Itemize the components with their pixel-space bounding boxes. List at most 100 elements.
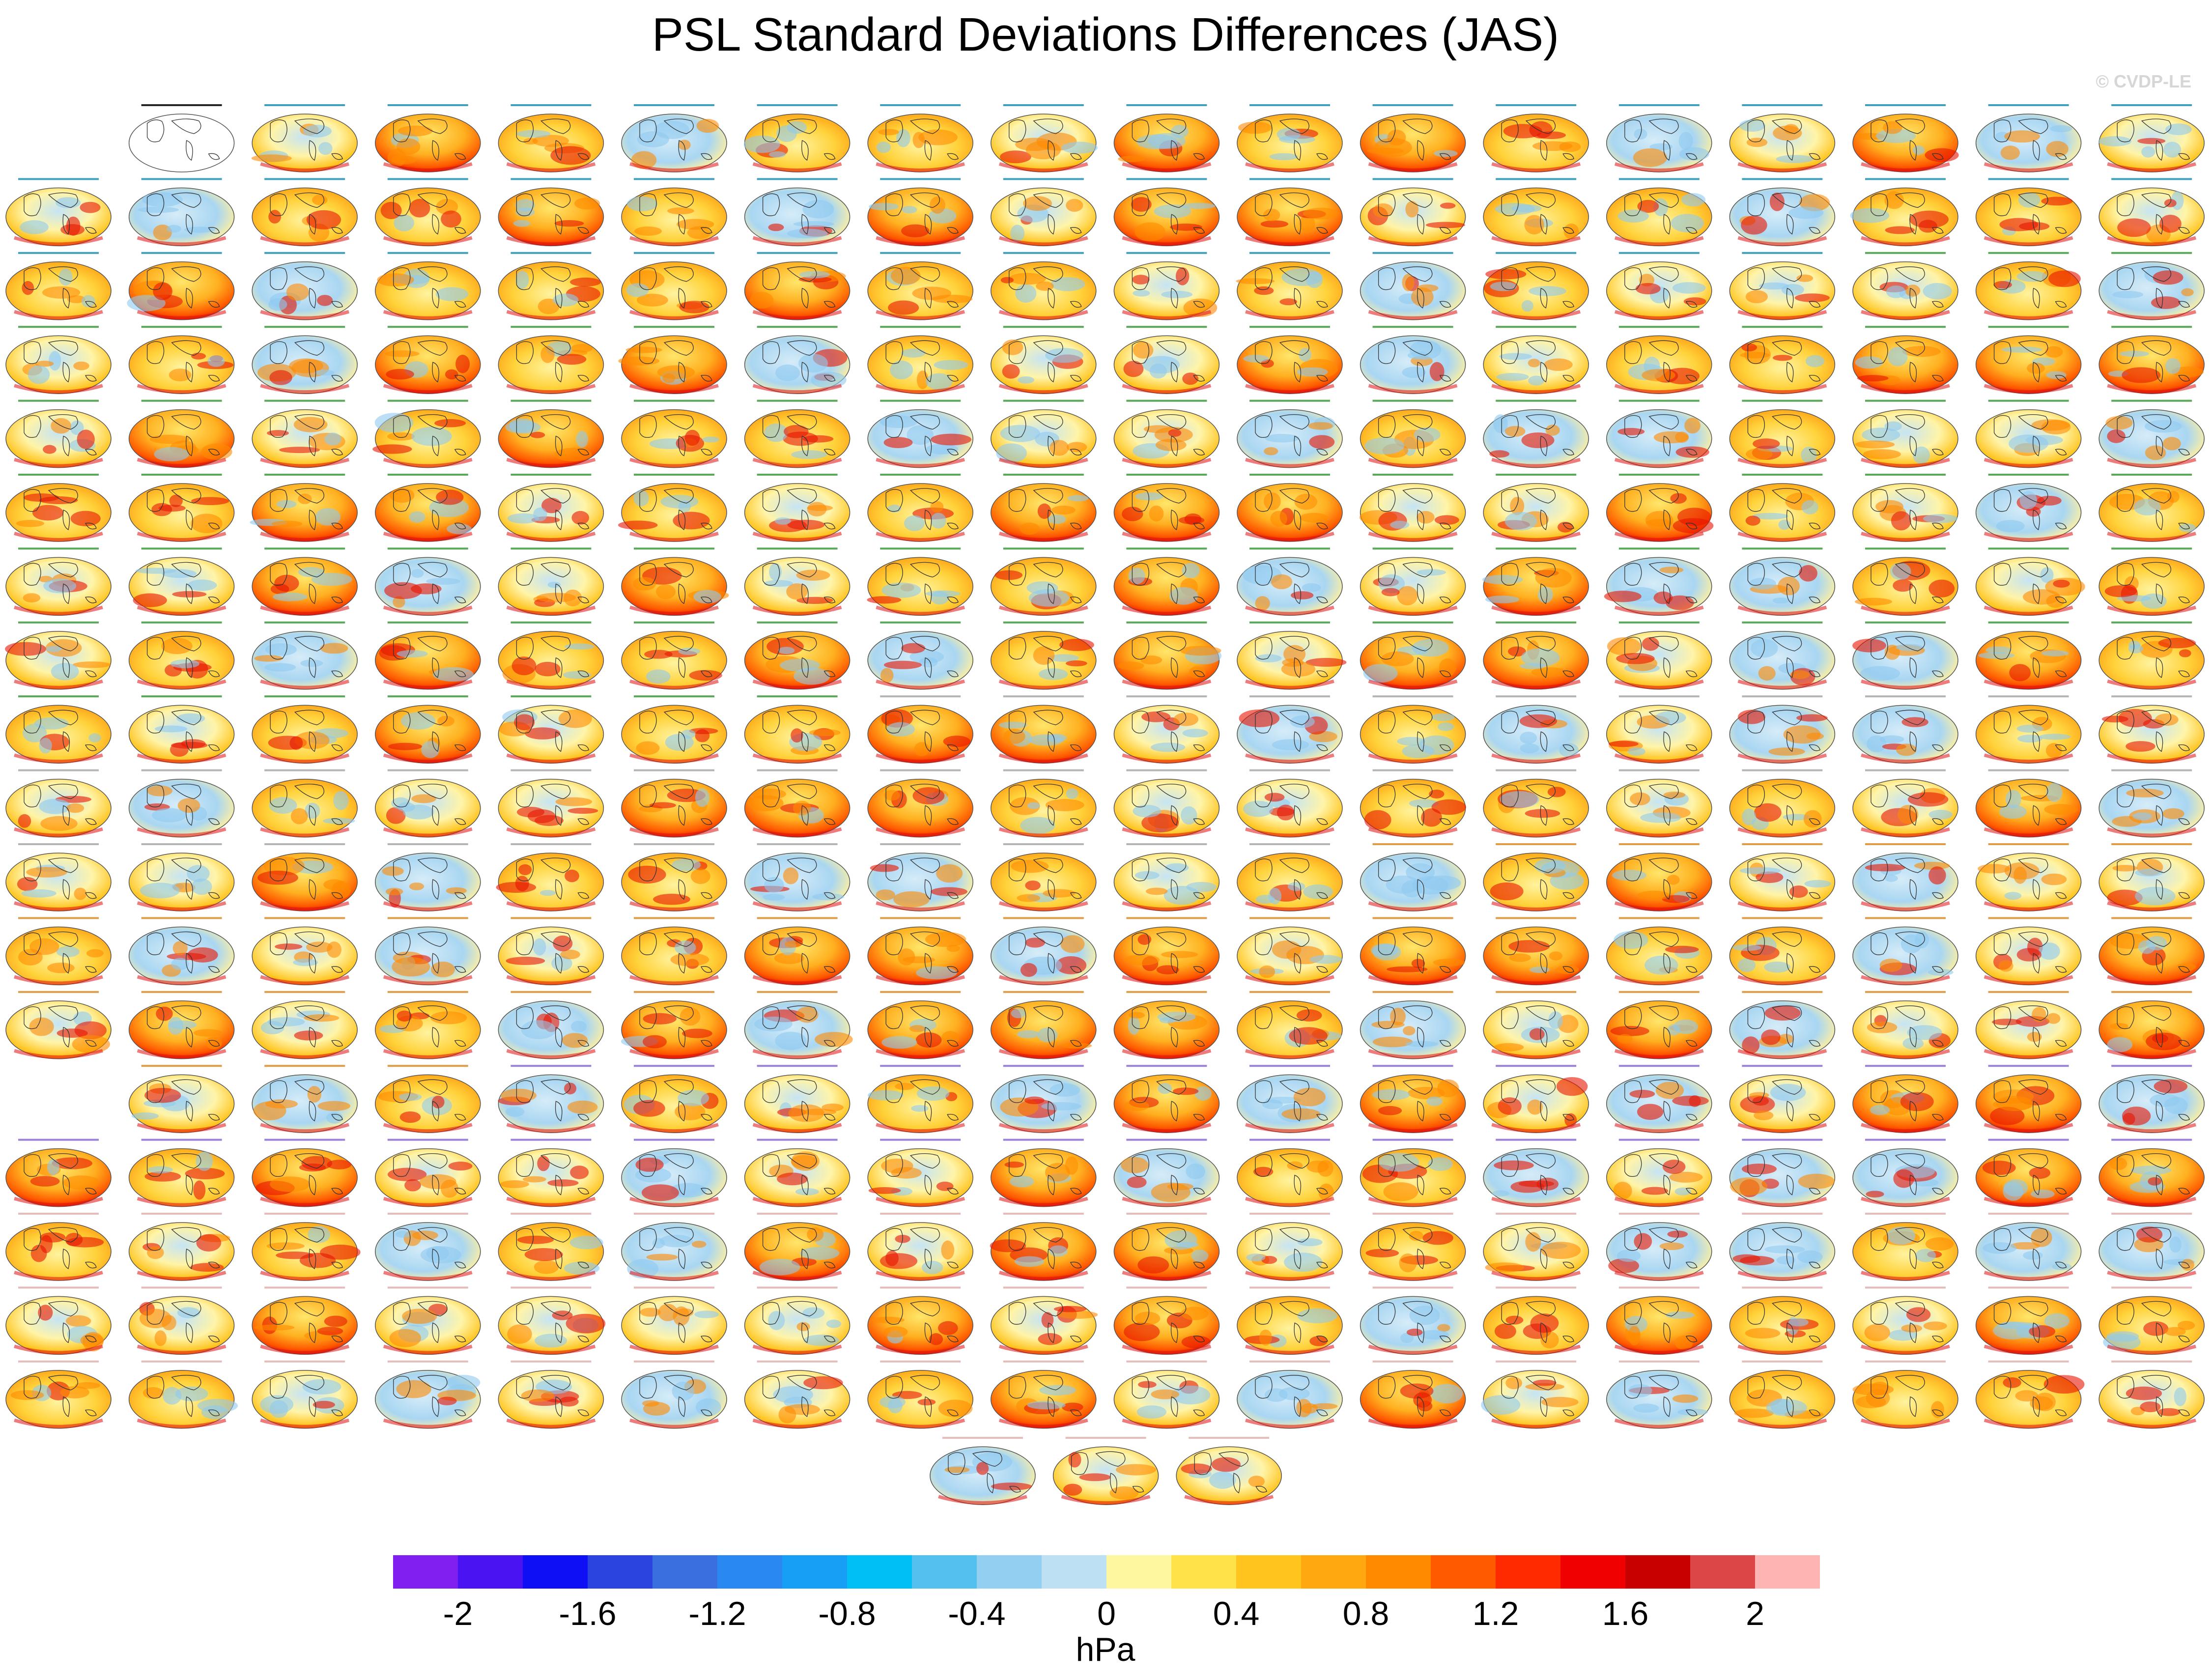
anomaly-blob: [1761, 1029, 1781, 1045]
coastline: [762, 562, 836, 604]
panel-title-CESM1-LENS: [18, 843, 99, 845]
coastline: [885, 857, 959, 900]
anomaly-blob: [778, 647, 795, 655]
coastline: [1747, 192, 1821, 235]
anomaly-blob: [289, 736, 303, 750]
coastline: [1009, 710, 1082, 752]
anomaly-blob: [290, 808, 308, 825]
coastline: [1009, 1079, 1082, 1122]
map-panel-CESM2-LENS: [128, 335, 235, 394]
panel-title-IPSL-CM6A-LR: [510, 1139, 592, 1141]
coastline: [1747, 1227, 1821, 1269]
panel-title-IPSL-CM6A-LR: [1618, 1065, 1700, 1067]
coastline: [762, 1005, 836, 1048]
anomaly-blob: [1137, 1256, 1169, 1274]
panel-title-MIROC6: [18, 1286, 99, 1289]
anomaly-blob: [1772, 598, 1789, 604]
panel-title-MIROC6: [510, 1360, 592, 1363]
anomaly-blob: [1060, 935, 1085, 953]
anomaly-blob: [269, 1400, 288, 1418]
southern-ocean-band: [2107, 457, 2197, 468]
anomaly-blob: [2133, 498, 2161, 516]
colorbar-box: [1690, 1555, 1756, 1589]
panel-title-CESM2-LENS: [141, 695, 222, 698]
anomaly-blob: [1521, 648, 1560, 667]
map-panel-CanESM5: [991, 261, 1097, 320]
anomaly-blob: [2003, 1377, 2021, 1388]
coastline: [1993, 192, 2067, 235]
southern-ocean-band: [1984, 1123, 2073, 1133]
anomaly-blob: [2046, 594, 2065, 608]
anomaly-blob: [317, 1101, 351, 1111]
anomaly-blob: [936, 1181, 954, 1191]
anomaly-blob: [646, 669, 671, 684]
anomaly-blob: [1776, 155, 1814, 163]
panel-title-GISS-E2.1-G: [1126, 917, 1207, 919]
anomaly-blob: [40, 816, 78, 831]
coastline: [1993, 562, 2067, 604]
coastline: [885, 783, 959, 826]
anomaly-blob: [389, 1329, 422, 1347]
anomaly-blob: [1299, 348, 1312, 362]
anomaly-blob: [1239, 709, 1280, 727]
anomaly-blob: [1378, 1106, 1402, 1115]
map-panel-IPSL-CM6A-LR: [1975, 1148, 2082, 1207]
anomaly-blob: [625, 346, 662, 353]
coastline: [146, 1005, 220, 1048]
anomaly-blob: [898, 948, 915, 966]
anomaly-blob: [570, 277, 601, 287]
anomaly-blob: [517, 1235, 554, 1244]
panel-title-GISS-E2.1-G: [1126, 991, 1207, 993]
southern-ocean-band: [383, 901, 473, 911]
panel-title-CESM2-LENS: [1372, 399, 1453, 402]
anomaly-blob: [1128, 1016, 1140, 1035]
southern-ocean-band: [1122, 1123, 1212, 1133]
southern-ocean-band: [1737, 827, 1827, 837]
anomaly-blob: [2181, 1258, 2195, 1271]
anomaly-blob: [649, 802, 676, 809]
southern-ocean-band: [1614, 753, 1704, 764]
anomaly-blob: [768, 1310, 785, 1330]
southern-ocean-band: [1368, 236, 1458, 246]
colorbar-tick-label: -1.6: [559, 1595, 617, 1632]
southern-ocean-band: [1614, 1196, 1704, 1207]
coastline: [1132, 562, 1205, 604]
anomaly-blob: [1120, 1157, 1149, 1173]
anomaly-blob: [2163, 142, 2182, 158]
anomaly-blob: [191, 497, 229, 505]
map-panel-IPSL-CM6A-LR: [1483, 1148, 1589, 1207]
panel-title-GISS-E2.1-G: [1742, 917, 1823, 919]
coastline: [1871, 710, 1944, 752]
map-panel-GISS-E2.1-G: [744, 1000, 850, 1059]
coastline: [1132, 1301, 1205, 1343]
coastline: [270, 1375, 343, 1417]
coastline: [1624, 118, 1698, 161]
southern-ocean-band: [260, 679, 350, 689]
colorbar-tick-label: -1.2: [688, 1595, 746, 1632]
anomaly-blob: [633, 490, 649, 507]
anomaly-blob: [268, 210, 282, 224]
anomaly-blob: [1124, 1322, 1160, 1341]
anomaly-blob: [1675, 446, 1709, 458]
southern-ocean-band: [1245, 1418, 1334, 1428]
colorbar-tick-label: 1.6: [1602, 1595, 1649, 1632]
southern-ocean-band: [998, 975, 1088, 985]
anomaly-blob: [2046, 141, 2069, 157]
southern-ocean-band: [14, 310, 103, 320]
coastline: [270, 710, 343, 752]
map-panel-CanESM5: [5, 187, 112, 247]
southern-ocean-band: [1368, 679, 1458, 689]
anomaly-blob: [39, 798, 71, 814]
anomaly-blob: [1683, 297, 1706, 306]
coastline: [762, 118, 836, 161]
anomaly-blob: [1644, 955, 1678, 975]
southern-ocean-band: [1861, 236, 1950, 246]
anomaly-blob: [1422, 875, 1461, 891]
panel-title-CESM2-LENS: [18, 547, 99, 550]
panel-title-CanESM5: [880, 104, 961, 106]
anomaly-blob: [883, 1326, 908, 1338]
anomaly-blob: [1164, 1230, 1197, 1250]
panel-title-CESM1-LENS: [1249, 843, 1330, 845]
anomaly-blob: [1161, 951, 1198, 958]
southern-ocean-band: [1245, 753, 1334, 764]
